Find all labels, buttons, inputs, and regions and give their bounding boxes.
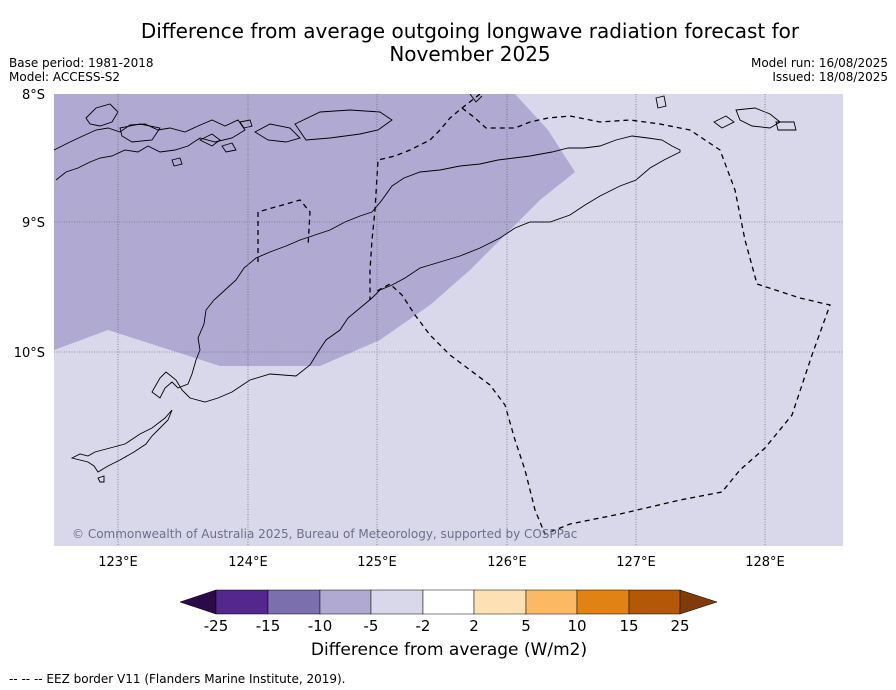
cbar-tick-5: 5 [521,617,531,635]
colorbar-bin-6 [473,589,527,615]
cbar-tick-minus15: -15 [256,617,281,635]
lon-label-125e: 125°E [357,555,397,570]
gridlines [54,94,843,546]
lon-label-124e: 124°E [228,555,268,570]
colorbar-bin-7 [525,589,578,615]
lat-label-8s: 8°S [22,88,45,103]
anomaly-region-minus10 [54,94,575,366]
model-name: Model: ACCESS-S2 [9,70,121,84]
lon-label-128e: 128°E [745,555,785,570]
colorbar-high-extend [679,589,718,615]
base-period: Base period: 1981-2018 [9,56,154,70]
map-title: Difference from average outgoing longwav… [140,19,800,66]
colorbar-title: Difference from average (W/m2) [310,640,588,660]
model-run: Model run: 16/08/2025 [750,56,888,70]
cbar-tick-minus10: -10 [308,617,333,635]
cbar-tick-2: 2 [469,617,479,635]
meta-right: Model run: 16/08/2025 Issued: 18/08/2025 [751,56,888,84]
eez-footnote: -- -- -- EEZ border V11 (Flanders Marine… [9,672,346,686]
copyright-text: © Commonwealth of Australia 2025, Bureau… [72,527,577,541]
lat-label-9s: 9°S [22,216,45,231]
colorbar-bin-3 [319,589,372,615]
cbar-tick-10: 10 [567,617,586,635]
cbar-tick-25: 25 [670,617,689,635]
colorbar [179,589,718,615]
colorbar-bin-9 [628,589,681,615]
meta-left: Base period: 1981-2018 Model: ACCESS-S2 [9,56,154,84]
lon-label-127e: 127°E [616,555,656,570]
colorbar-bin-1 [215,589,269,615]
cbar-tick-minus25: -25 [204,617,229,635]
colorbar-bin-4 [370,589,424,615]
cbar-tick-minus5: -5 [364,617,379,635]
lat-label-10s: 10°S [14,346,45,361]
lon-label-123e: 123°E [98,555,138,570]
colorbar-bin-2 [267,589,321,615]
eez-border [257,94,831,535]
issued-date: Issued: 18/08/2025 [772,70,888,84]
cbar-tick-15: 15 [619,617,638,635]
coastlines [54,94,797,483]
colorbar-bin-5 [422,589,475,615]
cbar-tick-minus2: -2 [416,617,431,635]
colorbar-low-extend [179,589,217,615]
lon-label-126e: 126°E [487,555,527,570]
colorbar-bin-8 [576,589,630,615]
